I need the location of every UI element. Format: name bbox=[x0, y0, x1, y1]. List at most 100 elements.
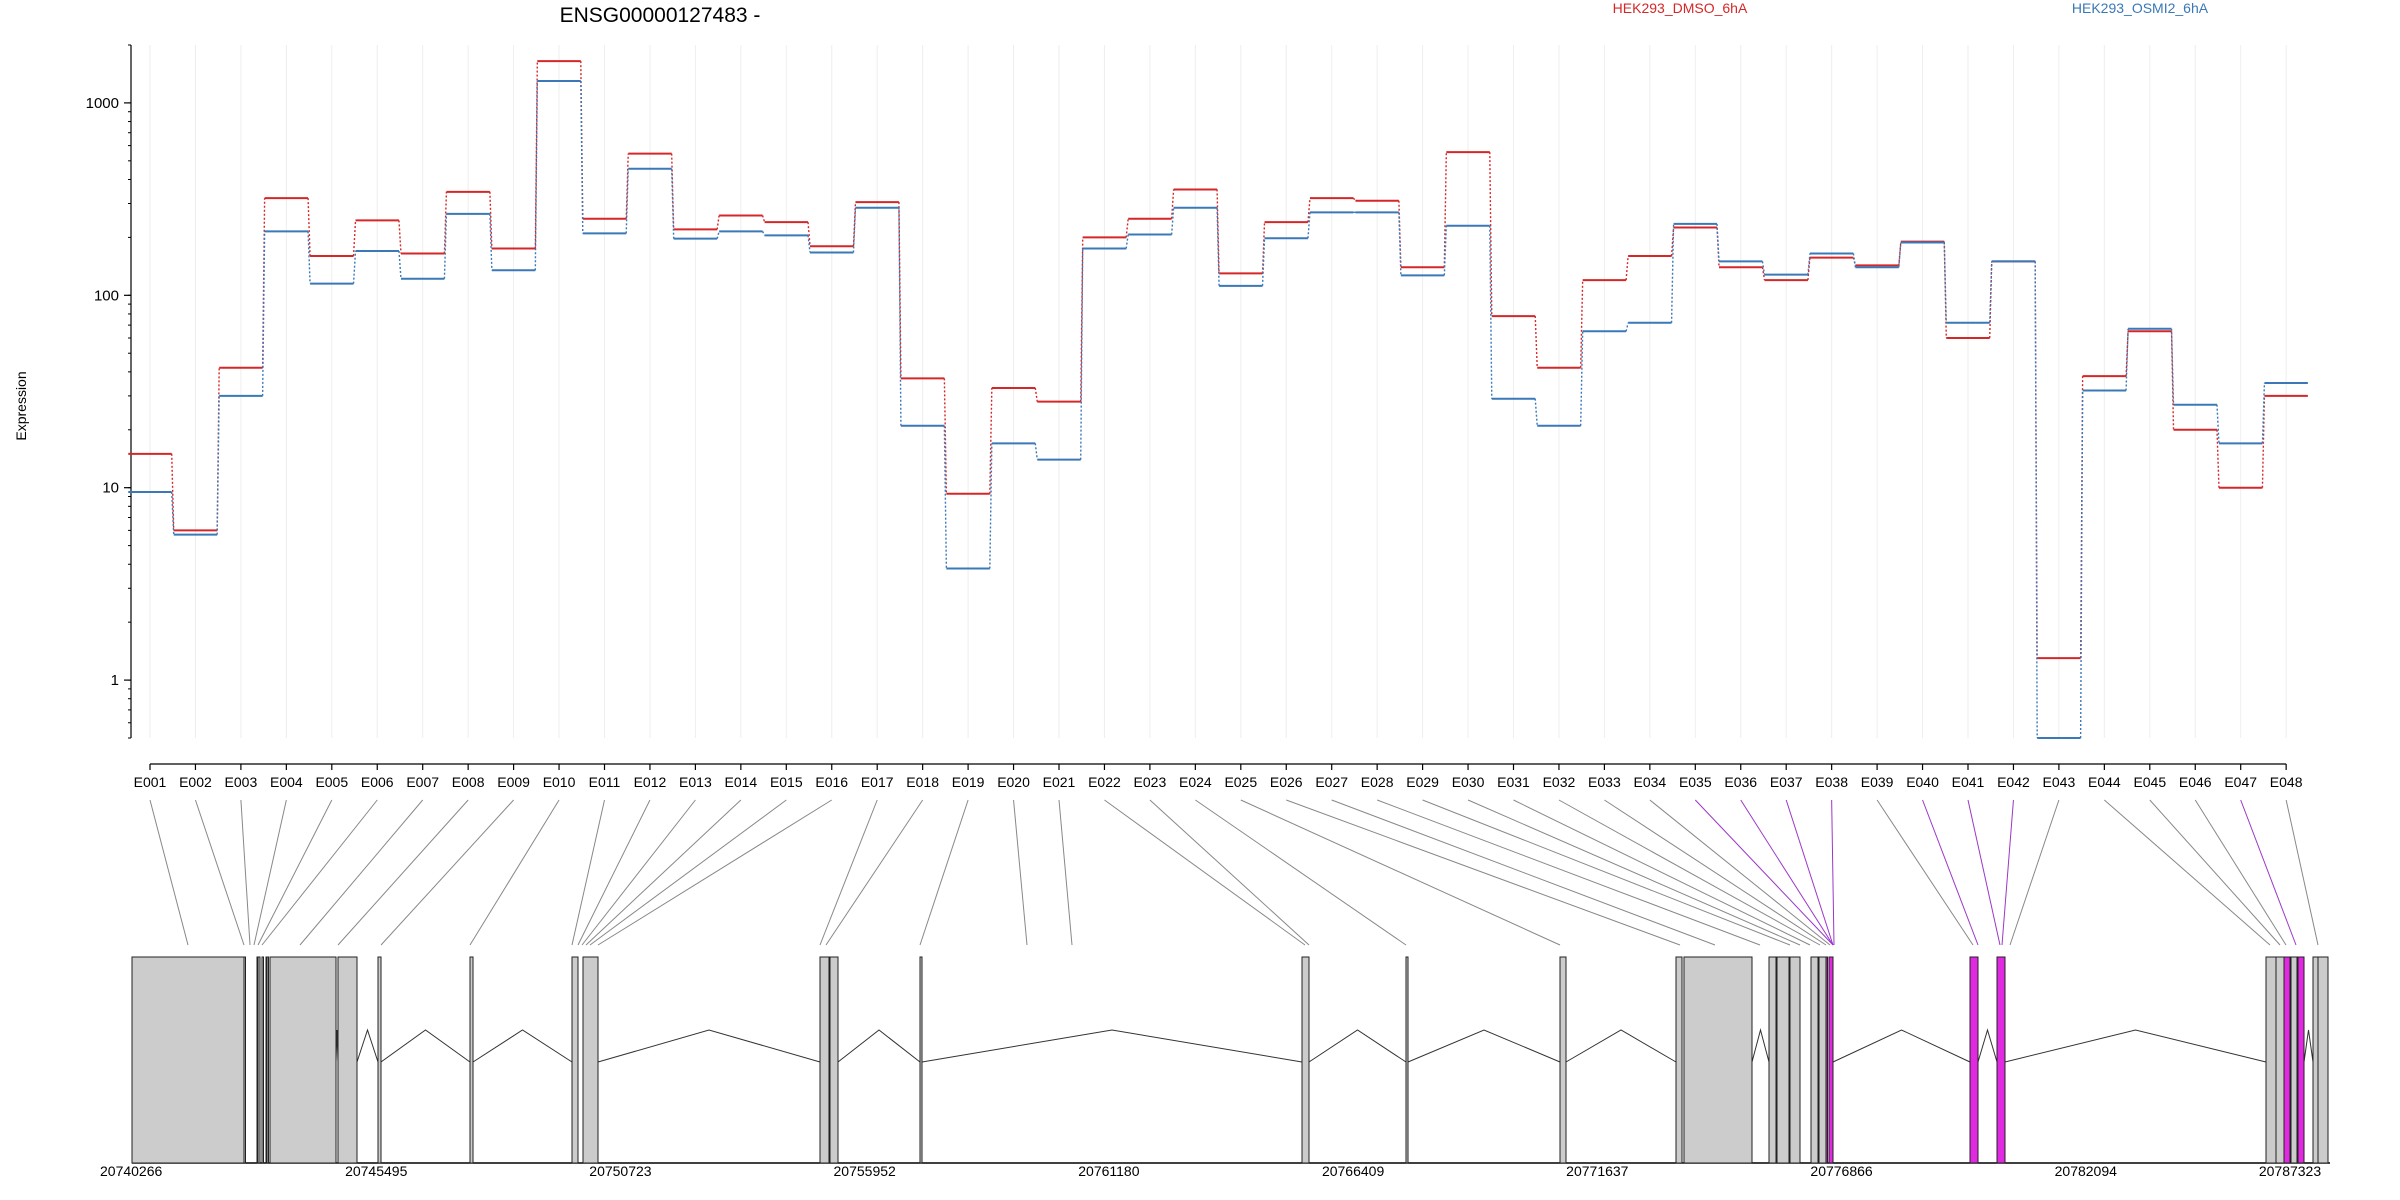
series-connector bbox=[1125, 218, 1129, 238]
series-connector bbox=[1080, 248, 1084, 460]
series-connector bbox=[1489, 225, 1493, 399]
x-tick-label: E037 bbox=[1770, 774, 1803, 790]
x-tick-label: E021 bbox=[1043, 774, 1076, 790]
series-connector bbox=[716, 215, 720, 230]
x-tick-label: E013 bbox=[679, 774, 712, 790]
coordinate-label: 20761180 bbox=[1078, 1163, 1139, 1179]
x-axis: E001 E002 E003 E004 E005 E006 E007 E008 E009 E010… bbox=[134, 763, 2303, 790]
series-connector bbox=[1170, 189, 1175, 219]
exon-block bbox=[1675, 956, 1683, 1164]
intron-line bbox=[921, 1029, 1303, 1063]
exon-connector bbox=[1058, 799, 1073, 946]
exon-connector bbox=[2001, 799, 2014, 946]
exon-connector bbox=[2194, 799, 2287, 946]
exon-connector bbox=[1785, 799, 1834, 946]
series-connector bbox=[1216, 207, 1220, 286]
exon-block bbox=[829, 956, 839, 1164]
coordinate-label: 20782094 bbox=[2055, 1163, 2118, 1179]
x-tick-label: E007 bbox=[406, 774, 439, 790]
intron-line bbox=[837, 1029, 921, 1063]
exon-block bbox=[2312, 956, 2319, 1164]
exon-block bbox=[2290, 956, 2298, 1164]
exon-block bbox=[469, 956, 474, 1164]
exon-block bbox=[1683, 956, 1753, 1164]
exon-connectors bbox=[149, 799, 2319, 946]
x-tick-label: E023 bbox=[1134, 774, 1167, 790]
y-tick-label: 1 bbox=[111, 672, 119, 689]
series-connector bbox=[261, 231, 266, 396]
series-connector bbox=[2034, 261, 2038, 739]
series-connector bbox=[1307, 198, 1311, 223]
exon-block bbox=[243, 956, 246, 1164]
series-connector bbox=[1489, 152, 1493, 317]
series-connector bbox=[1398, 212, 1402, 276]
series-connector bbox=[171, 491, 175, 535]
exon-connector bbox=[919, 799, 969, 946]
series-connector bbox=[1443, 152, 1448, 268]
series-connector bbox=[1943, 242, 1947, 323]
exon-block bbox=[1810, 956, 1819, 1164]
series-connector bbox=[2170, 328, 2175, 405]
series-connector bbox=[580, 61, 584, 219]
y-tick-label: 1000 bbox=[86, 95, 119, 112]
x-tick-label: E012 bbox=[634, 774, 667, 790]
exon-block bbox=[571, 956, 579, 1164]
exon-connector bbox=[1195, 799, 1407, 946]
x-tick-label: E017 bbox=[861, 774, 894, 790]
x-tick-label: E033 bbox=[1588, 774, 1621, 790]
coordinate-label: 20766409 bbox=[1322, 1163, 1385, 1179]
series-connector bbox=[761, 231, 766, 236]
exon-connector bbox=[257, 799, 333, 946]
coordinate-label: 20787323 bbox=[2259, 1163, 2322, 1179]
exon-block bbox=[1768, 956, 1777, 1164]
x-tick-label: E008 bbox=[452, 774, 485, 790]
exon-block bbox=[2317, 956, 2329, 1164]
exon-connector bbox=[337, 799, 469, 946]
exon-connector bbox=[2149, 799, 2281, 946]
exon-connector bbox=[240, 799, 251, 946]
x-tick-label: E043 bbox=[2043, 774, 2076, 790]
exon-block bbox=[269, 956, 337, 1164]
highlighted-exon bbox=[1825, 956, 1828, 1164]
x-tick-label: E030 bbox=[1452, 774, 1485, 790]
series-connector bbox=[1261, 238, 1266, 286]
exon-connector bbox=[581, 799, 696, 946]
intron-line bbox=[1832, 1029, 1971, 1063]
x-tick-label: E006 bbox=[361, 774, 394, 790]
exon-connector bbox=[1649, 799, 1831, 946]
exon-connector bbox=[1604, 799, 1827, 946]
x-tick-label: E016 bbox=[815, 774, 848, 790]
intron-line bbox=[380, 1029, 471, 1063]
intron-line bbox=[1565, 1029, 1677, 1063]
series-connector bbox=[352, 250, 357, 284]
x-tick-label: E027 bbox=[1315, 774, 1348, 790]
x-tick-label: E009 bbox=[497, 774, 530, 790]
series-connector bbox=[1080, 237, 1084, 402]
intron-line bbox=[472, 1029, 573, 1063]
exon-connector bbox=[1740, 799, 1834, 946]
series-connector bbox=[989, 387, 993, 494]
exon-connector bbox=[1286, 799, 1681, 946]
exon-block bbox=[2275, 956, 2285, 1164]
x-tick-label: E004 bbox=[270, 774, 303, 790]
exon-connector bbox=[1240, 799, 1561, 946]
x-tick-label: E015 bbox=[770, 774, 803, 790]
intron-line bbox=[2004, 1029, 2267, 1063]
series-connector bbox=[1170, 207, 1175, 235]
series-connector bbox=[2079, 390, 2084, 739]
exon-connector bbox=[1967, 799, 2001, 946]
exon-connector bbox=[253, 799, 287, 946]
exon-block bbox=[1789, 956, 1801, 1164]
exon-connector bbox=[577, 799, 651, 946]
x-tick-label: E046 bbox=[2179, 774, 2212, 790]
highlighted-exon bbox=[1828, 956, 1834, 1164]
exon-connector bbox=[2009, 799, 2060, 946]
exon-block bbox=[337, 956, 358, 1164]
x-tick-label: E029 bbox=[1406, 774, 1439, 790]
x-tick-label: E047 bbox=[2224, 774, 2257, 790]
legend-dmso: HEK293_DMSO_6hA bbox=[1613, 0, 1748, 16]
series-connector bbox=[1534, 398, 1538, 426]
series-connector bbox=[1352, 197, 1356, 202]
exon-connector bbox=[1467, 799, 1801, 946]
